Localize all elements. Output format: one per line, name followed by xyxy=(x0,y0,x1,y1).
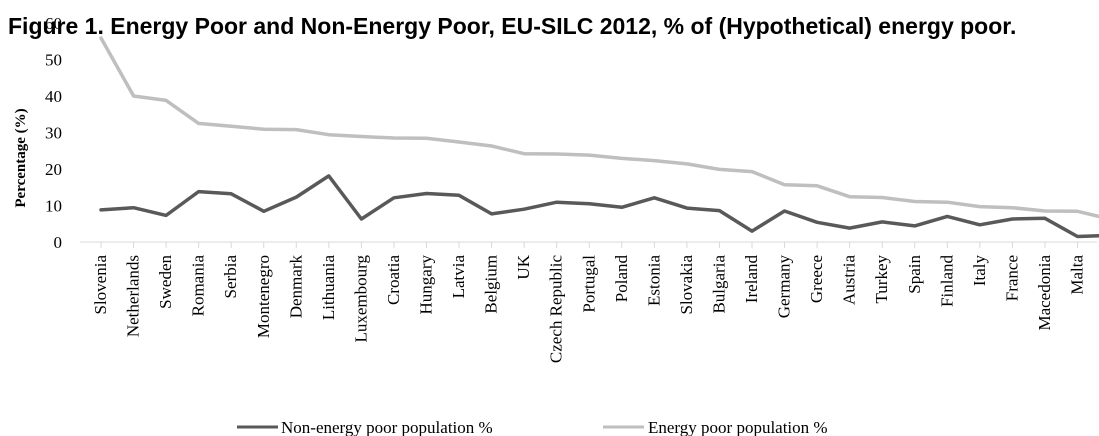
y-tick-label: 20 xyxy=(45,160,62,179)
x-tick-label: Slovakia xyxy=(677,255,696,315)
y-axis-ticks: 0 10 20 30 40 50 60 xyxy=(45,14,62,252)
x-tick-label: Romania xyxy=(189,255,208,317)
series-line-non-energy-poor xyxy=(99,174,1099,239)
x-tick-label: Ireland xyxy=(742,255,761,304)
series-line-energy-poor xyxy=(99,36,1099,219)
x-tick-label: Macedonia xyxy=(1035,255,1054,331)
x-tick-label: Germany xyxy=(775,255,794,319)
x-tick-label: Belgium xyxy=(482,255,501,314)
x-tick-label: Austria xyxy=(840,255,859,306)
y-tick-label: 60 xyxy=(45,14,62,33)
x-tick-label: Lithuania xyxy=(319,255,338,321)
x-tick-label: Luxembourg xyxy=(351,255,370,343)
legend-label-energy-poor: Energy poor population % xyxy=(648,418,828,436)
x-tick-label: Greece xyxy=(807,255,826,303)
x-tick-label: Portugal xyxy=(579,255,598,313)
x-tick-label: Denmark xyxy=(286,255,305,319)
x-tick-label: Latvia xyxy=(449,255,468,299)
x-tick-label: Spain xyxy=(905,255,924,294)
x-tick-label: Estonia xyxy=(644,255,663,306)
x-tick-label: Poland xyxy=(612,255,631,303)
x-tick-label: Croatia xyxy=(384,255,403,305)
y-axis-label: Percentage (%) xyxy=(13,108,29,207)
x-tick-label: Italy xyxy=(970,255,989,287)
y-tick-label: 50 xyxy=(45,51,62,70)
y-tick-label: 40 xyxy=(45,87,62,106)
x-tick-label: Netherlands xyxy=(124,255,143,337)
x-tick-label: Bulgaria xyxy=(709,255,728,314)
x-tick-label: Finland xyxy=(937,255,956,307)
x-tick-label: Czech Republic xyxy=(547,255,566,364)
y-tick-label: 0 xyxy=(54,233,63,252)
x-tick-label: France xyxy=(1002,255,1021,301)
x-tick-label: Serbia xyxy=(221,255,240,299)
y-tick-label: 10 xyxy=(45,197,62,216)
x-tick-label: Hungary xyxy=(417,255,436,315)
x-tick-label: Montenegro xyxy=(254,255,273,338)
x-tick-label: Malta xyxy=(1068,255,1087,295)
plot-area xyxy=(99,36,1099,239)
x-tick-label: Turkey xyxy=(872,255,891,304)
x-axis-ticks: Slovenia Netherlands Sweden Romania Serbia Mo… xyxy=(91,242,1087,364)
legend-label-non-energy-poor: Non-energy poor population % xyxy=(281,418,493,436)
x-tick-label: Sweden xyxy=(156,255,175,309)
x-tick-label: Slovenia xyxy=(91,255,110,315)
y-tick-label: 30 xyxy=(45,124,62,143)
legend: Non-energy poor population % Energy poor… xyxy=(237,418,828,436)
x-tick-label: UK xyxy=(514,254,533,279)
chart-title: Figure 1. Energy Poor and Non-Energy Poo… xyxy=(8,13,1016,39)
